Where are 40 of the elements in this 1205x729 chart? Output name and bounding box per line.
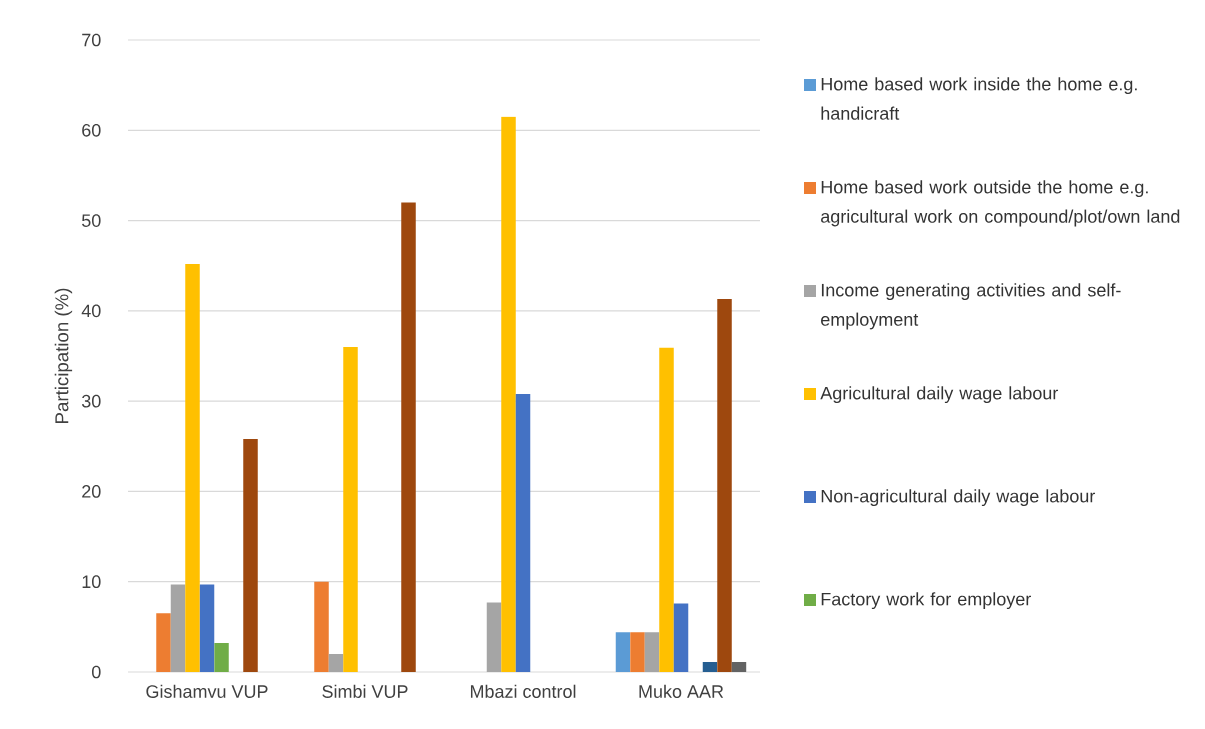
y-tick-label: 40 bbox=[81, 304, 101, 318]
bar bbox=[486, 602, 502, 672]
bar bbox=[630, 632, 645, 672]
bar bbox=[185, 263, 200, 672]
bar bbox=[501, 116, 516, 672]
bar bbox=[214, 643, 229, 672]
y-tick-label: 50 bbox=[81, 214, 101, 227]
bar bbox=[199, 584, 215, 672]
bar bbox=[156, 613, 171, 672]
bar bbox=[659, 347, 674, 672]
bar bbox=[170, 584, 186, 672]
x-tick-label: Muko AAR bbox=[639, 684, 724, 698]
bar bbox=[314, 581, 329, 672]
bar bbox=[673, 603, 689, 672]
bar bbox=[343, 346, 358, 672]
bar bbox=[243, 439, 258, 672]
x-tick-label: Mbazi control bbox=[470, 684, 576, 698]
bar bbox=[515, 393, 531, 672]
x-tick-label: Gishamvu VUP bbox=[146, 684, 268, 698]
y-tick-label: 70 bbox=[82, 33, 101, 47]
bar bbox=[702, 662, 718, 672]
legend-label: Agricultural daily wage labour bbox=[820, 386, 1059, 404]
y-axis-title: Participation (%) bbox=[54, 288, 73, 423]
legend-label: Non-agricultural daily wage labour bbox=[821, 489, 1096, 507]
legend-label: Income generating activities and self-employment bbox=[821, 283, 1121, 330]
legend-label: Home based work outside the home e.g. agricultural work on compound/plot/own land bbox=[821, 180, 1180, 227]
legend-label: Factory work for employer bbox=[821, 592, 1031, 610]
bar bbox=[615, 632, 631, 672]
legend-label: Home based work inside the home e.g. handicraft bbox=[821, 77, 1137, 120]
y-tick-label: 60 bbox=[82, 123, 101, 137]
y-tick-label: 10 bbox=[82, 575, 101, 589]
bar bbox=[328, 653, 344, 672]
y-tick-label: 20 bbox=[82, 485, 101, 498]
bar bbox=[717, 299, 732, 672]
bar bbox=[401, 202, 416, 672]
bar bbox=[731, 662, 747, 672]
bar bbox=[644, 632, 660, 672]
y-tick-label: 0 bbox=[92, 665, 101, 679]
x-tick-label: Simbi VUP bbox=[322, 684, 408, 698]
y-tick-label: 30 bbox=[81, 394, 101, 408]
